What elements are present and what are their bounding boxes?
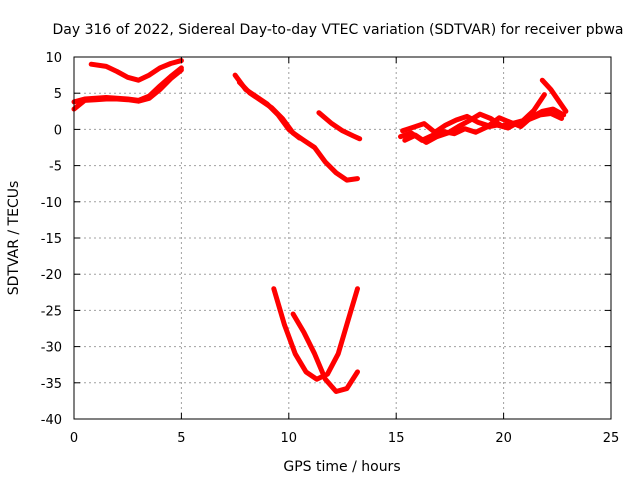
x-tick-label: 5: [177, 431, 185, 446]
series-arc-10: [400, 106, 567, 135]
series-layer: [71, 58, 569, 394]
x-tick-label: 0: [70, 431, 78, 446]
tick-layer: 0 5 10 15 20 25 10 5 0 -5 -10 -15 -20 -25 -30 -35 -40: [41, 51, 620, 446]
y-tick-label: 0: [54, 123, 62, 138]
series-arc-6: [316, 110, 363, 142]
y-tick-label: -20: [41, 268, 62, 283]
series-arc-11: [402, 92, 547, 145]
y-tick-label: -35: [41, 377, 62, 392]
y-tick-label: -10: [41, 196, 62, 211]
y-tick-label: -5: [49, 160, 62, 175]
series-arc-7: [271, 286, 360, 382]
y-tick-label: -25: [41, 304, 62, 319]
x-axis-title: GPS time / hours: [283, 459, 400, 475]
y-axis-title: SDTVAR / TECUs: [6, 181, 22, 296]
y-tick-label: 5: [54, 87, 62, 102]
x-tick-label: 10: [281, 431, 298, 446]
series-arc-8: [290, 311, 360, 394]
x-tick-label: 25: [603, 431, 620, 446]
y-tick-label: -30: [41, 341, 62, 356]
series-arc-12: [539, 77, 569, 114]
y-tick-label: -40: [41, 413, 62, 428]
x-tick-label: 15: [388, 431, 405, 446]
chart-title: Day 316 of 2022, Sidereal Day-to-day VTE…: [52, 22, 623, 38]
y-tick-label: -15: [41, 232, 62, 247]
series-arc-2: [71, 65, 184, 105]
y-tick-label: 10: [45, 51, 62, 66]
x-tick-label: 20: [495, 431, 512, 446]
series-arc-5: [236, 79, 360, 183]
series-arc-3: [88, 58, 184, 83]
